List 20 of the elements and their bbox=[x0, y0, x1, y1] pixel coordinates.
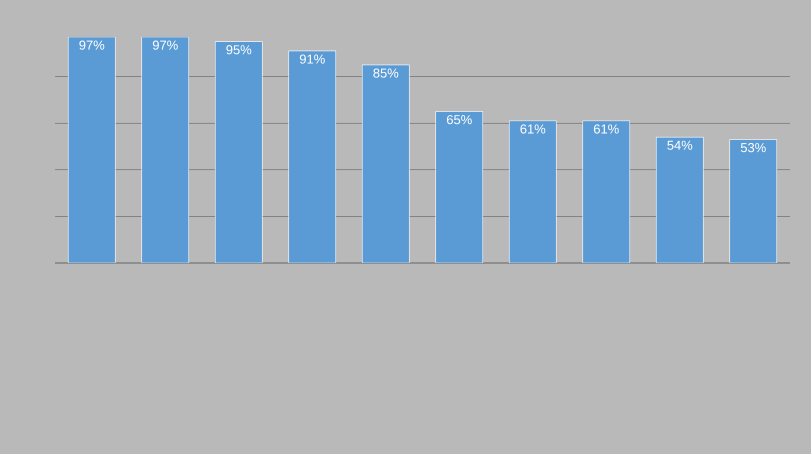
bar bbox=[582, 120, 630, 263]
bar bbox=[729, 139, 778, 263]
data-label: 85% bbox=[373, 68, 398, 78]
bar bbox=[362, 64, 410, 263]
data-label: 95% bbox=[226, 45, 252, 54]
bar bbox=[214, 41, 263, 263]
bar bbox=[508, 120, 557, 263]
data-label: 97% bbox=[79, 40, 104, 50]
data-label: 53% bbox=[740, 143, 766, 152]
data-label: 65% bbox=[446, 115, 472, 124]
data-label: 54% bbox=[667, 140, 692, 150]
bar bbox=[68, 37, 116, 263]
data-label: 91% bbox=[300, 54, 325, 64]
bar bbox=[435, 111, 484, 263]
data-label: 61% bbox=[520, 124, 546, 134]
data-label: 61% bbox=[594, 124, 619, 134]
data-label: 97% bbox=[152, 40, 178, 50]
bar bbox=[141, 37, 190, 263]
bar bbox=[288, 50, 336, 263]
bar bbox=[656, 136, 704, 263]
